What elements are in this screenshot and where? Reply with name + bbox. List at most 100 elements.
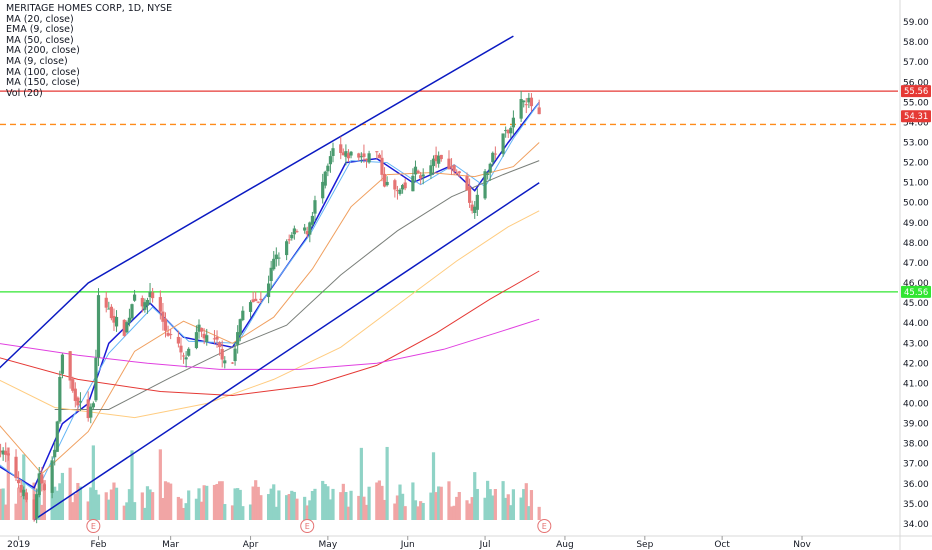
volume-bar [259, 495, 263, 520]
candle-body [238, 319, 242, 335]
trend-channel[interactable] [0, 35, 540, 521]
candle-body [233, 348, 237, 362]
volume-bar [421, 502, 425, 520]
legend-ma9[interactable]: MA (9, close) [6, 55, 68, 67]
candle-body [6, 453, 10, 456]
volume-bar [457, 491, 461, 520]
candle-body [161, 311, 165, 322]
price-tag-bg [901, 85, 931, 98]
volume-bar [254, 480, 258, 520]
volume-bar [238, 489, 242, 520]
candles [0, 90, 541, 524]
volume-bar [125, 502, 129, 520]
volume-bar [17, 487, 21, 520]
candle-body [395, 190, 400, 192]
x-tick-label: Sep [636, 540, 653, 550]
candle-body [24, 492, 28, 500]
candle-body [323, 171, 327, 186]
candle-body [486, 173, 490, 175]
candle-body [32, 499, 36, 520]
legend-ma50[interactable]: MA (50, close) [6, 34, 74, 46]
candle-body [455, 172, 459, 174]
y-tick-label: 55.00 [903, 98, 929, 108]
volume-bar [6, 447, 10, 520]
volume-bar [181, 507, 186, 520]
volume-bar [377, 480, 381, 520]
volume-bar [169, 483, 173, 520]
candle-body [375, 151, 379, 153]
volume-bar [470, 497, 474, 520]
volume-bar [60, 472, 65, 520]
volume-bar [112, 482, 116, 520]
volume-bar [331, 488, 335, 520]
volume-bar [37, 491, 41, 520]
x-tick-label: Nov [793, 540, 811, 550]
volume-bar [212, 484, 217, 520]
volume-bar [398, 484, 402, 520]
x-tick-label: Jul [479, 540, 491, 550]
volume-bar [215, 483, 219, 520]
candle-body [68, 351, 72, 381]
ma-line [0, 102, 540, 493]
volume-bar [248, 504, 253, 520]
volume-bar [501, 481, 505, 520]
volume-bar [303, 496, 307, 520]
y-tick-label: 58.00 [903, 38, 929, 48]
candle-body [506, 129, 510, 134]
candle-body [194, 332, 199, 349]
volume-bar [14, 503, 18, 520]
candle-body [86, 399, 90, 419]
volume-bar [411, 482, 415, 520]
volume-bar [40, 504, 44, 520]
candle-body [1, 450, 5, 455]
candle-body [269, 267, 273, 281]
candle-body [465, 176, 469, 191]
volume-bar [151, 492, 155, 520]
candle-body [452, 165, 456, 172]
candle-body [429, 165, 433, 176]
volume-bar [184, 503, 188, 520]
volume-bar [220, 481, 224, 520]
volume-bar [527, 506, 531, 520]
legend-ma100[interactable]: MA (100, close) [6, 66, 80, 78]
volume-bar [130, 450, 134, 520]
channel-upper-line [0, 35, 514, 369]
candle-body [437, 155, 441, 164]
candle-body [364, 158, 369, 161]
x-tick-label: 2019 [7, 540, 30, 550]
candle-body [511, 117, 515, 128]
volume-bar [403, 506, 407, 520]
volume-bar [359, 447, 363, 520]
legend-ma20[interactable]: MA (20, close) [6, 13, 74, 25]
volume-bar [395, 495, 400, 520]
legend-ma150[interactable]: MA (150, close) [6, 77, 80, 89]
y-tick-label: 52.00 [903, 159, 929, 169]
volume-bar [53, 486, 57, 520]
volume-bar [483, 497, 487, 520]
candle-body [122, 319, 126, 336]
candle-body [19, 485, 23, 493]
candle-body [290, 234, 294, 239]
candle-body [467, 186, 472, 203]
candle-body [341, 152, 345, 156]
y-tick-label: 59.00 [903, 18, 929, 28]
candle-body [522, 100, 526, 103]
legend-ma200[interactable]: MA (200, close) [6, 45, 80, 57]
volume-bar [491, 495, 495, 520]
volume-bar [349, 490, 353, 520]
volume-bar [94, 489, 98, 520]
volume-bar [143, 507, 147, 520]
x-tick-label: Feb [91, 540, 107, 550]
legend-vol[interactable]: Vol (20) [6, 87, 43, 99]
candle-body [199, 327, 204, 332]
candle-body [0, 450, 3, 453]
candle-body [411, 175, 415, 192]
volume-bar [313, 488, 317, 520]
volume-bar [58, 483, 62, 520]
candle-body [359, 156, 363, 158]
legend-ema9[interactable]: EMA (9, close) [6, 24, 74, 36]
volume-bar [367, 486, 371, 520]
